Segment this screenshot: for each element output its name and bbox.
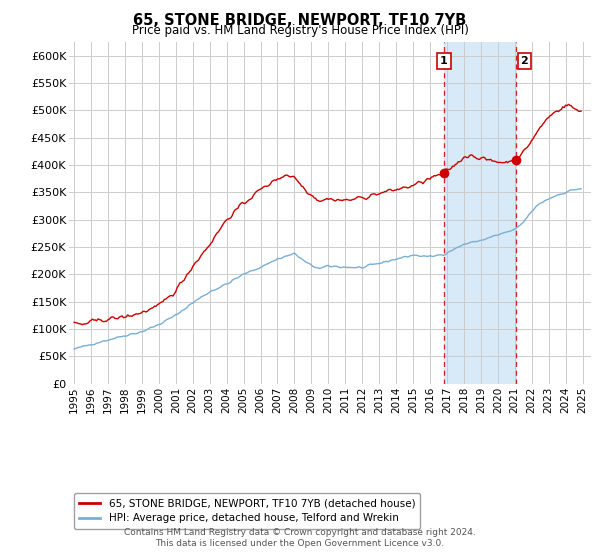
Text: 2: 2: [520, 56, 528, 66]
Text: Contains HM Land Registry data © Crown copyright and database right 2024.
This d: Contains HM Land Registry data © Crown c…: [124, 528, 476, 548]
Text: 1: 1: [440, 56, 448, 66]
Bar: [444, 42, 516, 384]
Text: Price paid vs. HM Land Registry's House Price Index (HPI): Price paid vs. HM Land Registry's House …: [131, 24, 469, 37]
Legend: 65, STONE BRIDGE, NEWPORT, TF10 7YB (detached house), HPI: Average price, detach: 65, STONE BRIDGE, NEWPORT, TF10 7YB (det…: [74, 493, 421, 529]
Text: 65, STONE BRIDGE, NEWPORT, TF10 7YB: 65, STONE BRIDGE, NEWPORT, TF10 7YB: [133, 13, 467, 28]
